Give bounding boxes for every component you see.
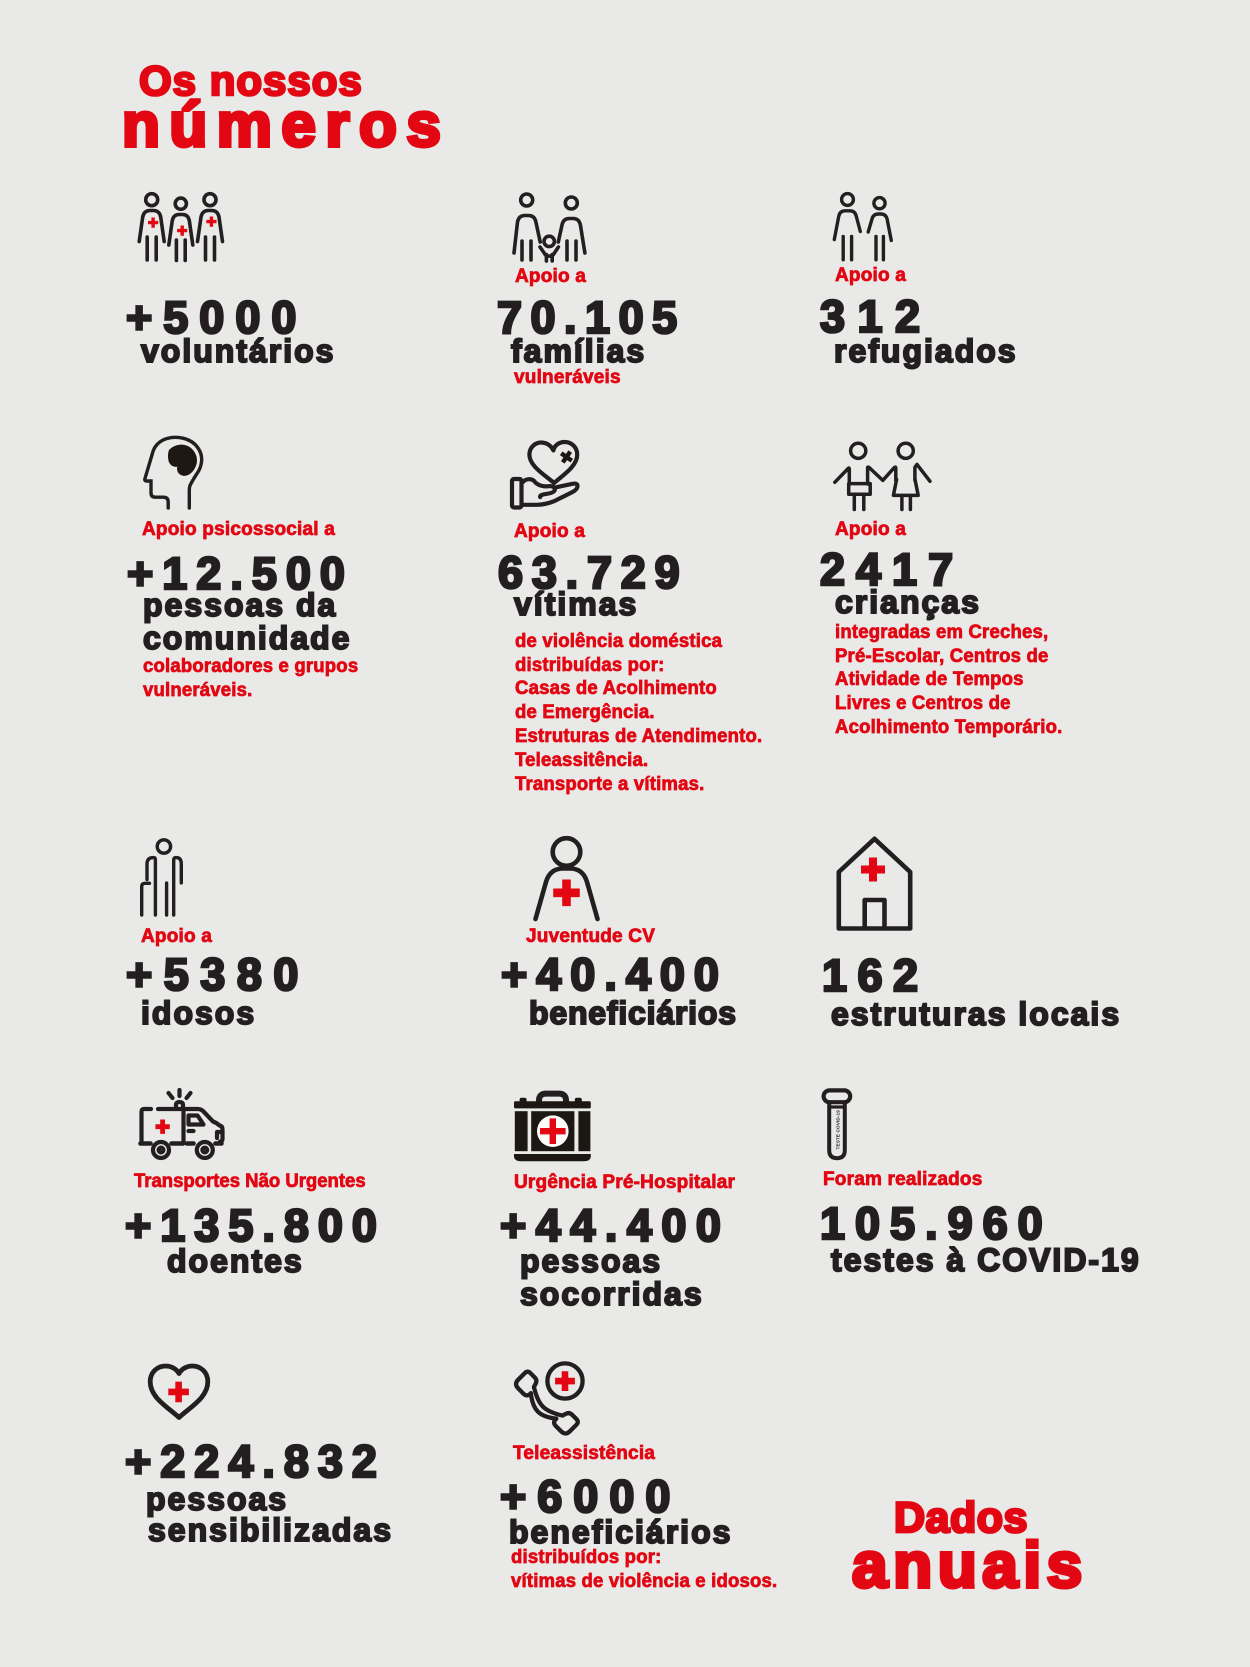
svg-text:TESTE COVID-19: TESTE COVID-19 — [836, 1110, 841, 1150]
